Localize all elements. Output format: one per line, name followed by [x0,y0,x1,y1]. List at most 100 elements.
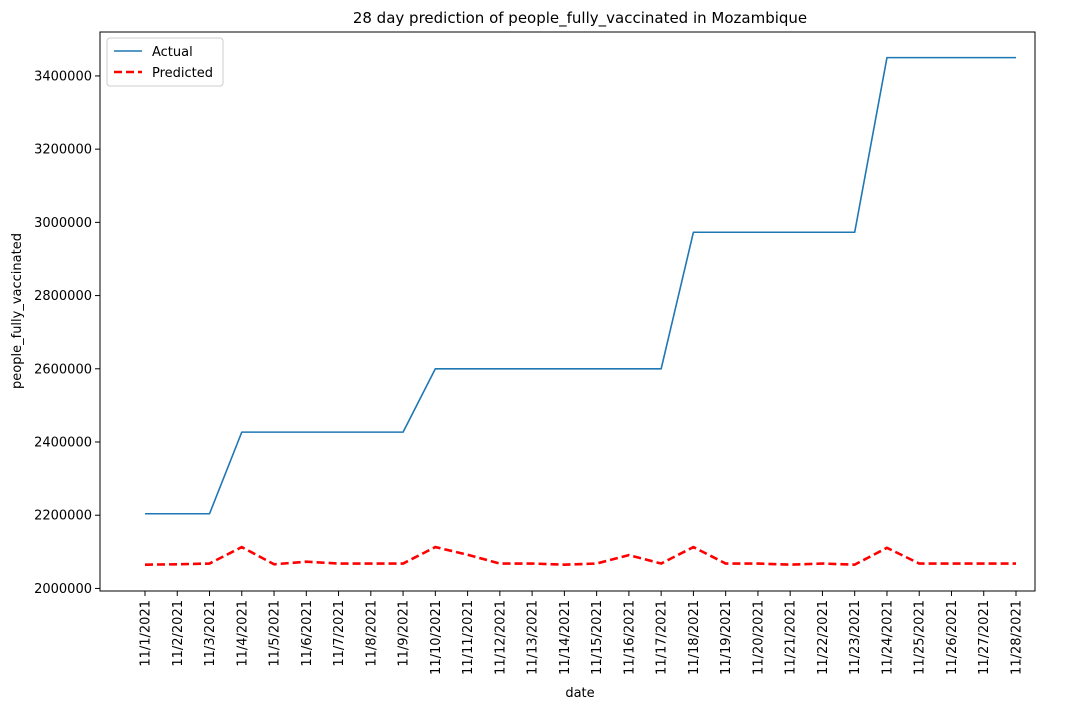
data-point-predicted [338,563,340,565]
data-point-actual [370,431,372,433]
data-point-predicted [757,563,759,565]
y-tick-label: 3200000 [34,143,92,158]
y-axis-label: people_fully_vaccinated [10,233,25,389]
data-point-predicted [822,563,824,565]
x-tick-label: 11/15/2021 [590,600,605,675]
legend-label-actual: Actual [152,45,193,60]
data-point-predicted [886,547,888,549]
x-tick-label: 11/7/2021 [332,600,347,667]
x-tick-label: 11/5/2021 [268,600,283,667]
x-tick-label: 11/13/2021 [526,600,541,675]
x-tick-label: 11/8/2021 [364,600,379,667]
x-tick-label: 11/21/2021 [784,600,799,675]
x-tick-label: 11/9/2021 [397,600,412,667]
x-tick-label: 11/23/2021 [848,600,863,675]
data-point-predicted [564,564,566,566]
data-point-predicted [241,546,243,548]
legend-box [106,37,224,87]
data-point-actual [951,57,953,59]
data-point-predicted [273,563,275,565]
data-point-actual [854,231,856,233]
x-axis-label: date [565,686,594,701]
x-tick-label: 11/26/2021 [945,600,960,675]
data-point-actual [273,431,275,433]
x-tick-label: 11/28/2021 [1010,600,1025,675]
series-lines [144,56,1017,566]
data-point-actual [402,431,404,433]
data-point-actual [144,513,146,515]
data-point-actual [822,231,824,233]
y-tick-label: 2400000 [34,436,92,451]
plot-area [99,31,1036,592]
data-point-actual [209,513,211,515]
x-tick-label: 11/14/2021 [558,600,573,675]
x-tick-label: 11/11/2021 [461,600,476,675]
data-point-predicted [596,563,598,565]
data-point-actual [564,368,566,370]
x-tick-label: 11/18/2021 [687,600,702,675]
x-tick-label: 11/20/2021 [751,600,766,675]
data-point-predicted [983,563,985,565]
y-tick-label: 2600000 [34,362,92,377]
y-tick-label: 3400000 [34,69,92,84]
data-point-actual [531,368,533,370]
x-tick-label: 11/27/2021 [977,600,992,675]
data-point-actual [241,431,243,433]
data-point-predicted [725,563,727,565]
x-tick-label: 11/24/2021 [880,600,895,675]
x-tick-label: 11/17/2021 [655,600,670,675]
y-axis: 2000000 2200000 2400000 2600000 2800000 30000… [34,69,100,597]
data-point-predicted [918,563,920,565]
x-axis: 11/1/2021 11/2/2021 11/3/2021 11/4/2021 11/5… [139,591,1025,675]
data-point-predicted [854,564,856,566]
series-line-actual [145,56,1016,515]
x-tick-label: 11/2/2021 [171,600,186,667]
data-point-predicted [499,563,501,565]
data-point-predicted [467,554,469,556]
x-tick-label: 11/12/2021 [493,600,508,675]
x-tick-label: 11/6/2021 [300,600,315,667]
data-point-actual [467,368,469,370]
y-tick-label: 3000000 [34,216,92,231]
data-point-predicted [951,563,953,565]
x-tick-label: 11/3/2021 [203,600,218,667]
data-point-actual [983,57,985,59]
data-point-actual [305,431,307,433]
data-point-predicted [370,563,372,565]
x-tick-label: 11/4/2021 [235,600,250,667]
data-point-predicted [531,563,533,565]
data-point-predicted [305,561,307,563]
data-point-predicted [144,564,146,566]
data-point-predicted [628,554,630,556]
data-point-actual [693,231,695,233]
data-point-actual [596,368,598,370]
data-point-actual [435,368,437,370]
data-point-actual [1015,57,1017,59]
data-point-predicted [402,563,404,565]
x-tick-label: 11/25/2021 [913,600,928,675]
data-point-actual [757,231,759,233]
x-tick-label: 11/22/2021 [816,600,831,675]
series-line-predicted [144,545,1016,566]
data-point-actual [660,368,662,370]
data-point-predicted [693,546,695,548]
data-point-actual [886,57,888,59]
data-point-actual [499,368,501,370]
data-point-actual [628,368,630,370]
y-tick-label: 2000000 [34,582,92,597]
data-point-actual [918,57,920,59]
data-point-predicted [789,564,791,566]
data-point-actual [789,231,791,233]
data-point-predicted [176,563,178,565]
data-point-actual [725,231,727,233]
data-point-actual [176,513,178,515]
y-tick-label: 2200000 [34,509,92,524]
legend-label-predicted: Predicted [152,66,213,81]
x-tick-label: 11/10/2021 [429,600,444,675]
data-point-predicted [435,546,437,548]
x-tick-label: 11/19/2021 [719,600,734,675]
x-tick-label: 11/1/2021 [139,600,154,667]
legend: Actual Predicted [106,37,224,87]
chart-title: 28 day prediction of people_fully_vaccin… [353,9,807,28]
data-point-actual [338,431,340,433]
